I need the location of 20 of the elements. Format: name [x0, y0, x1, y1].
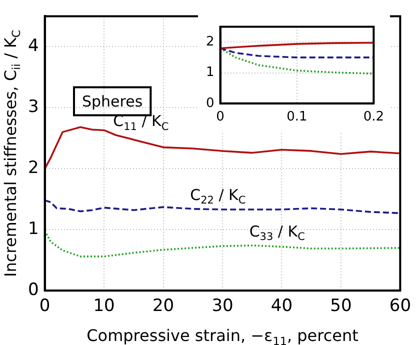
y-tick-label: 1 [28, 219, 39, 240]
y-tick-label: 0 [206, 96, 214, 111]
line-series [220, 47, 374, 75]
x-tick-label: 10 [93, 296, 115, 316]
annotation: Spheres [82, 92, 143, 110]
x-tick-label: 20 [152, 296, 174, 316]
y-tick-label: 4 [28, 36, 39, 56]
x-tick-label: 0 [216, 110, 224, 125]
y-tick-label: 2 [206, 34, 214, 50]
x-tick-label: 40 [270, 296, 293, 316]
y-tick-label: 3 [28, 97, 39, 118]
x-tick-label: 50 [330, 296, 352, 316]
x-tick-label: 30 [212, 296, 234, 316]
y-tick-label: 2 [28, 158, 39, 178]
y-tick-label: 0 [28, 280, 39, 300]
x-tick-label: 60 [389, 296, 412, 316]
y-axis-title: Incremental stiffnesses, Cii / KC [1, 30, 23, 278]
x-tick-label: 0.1 [286, 110, 308, 125]
x-tick-label: 0.2 [363, 110, 384, 125]
y-tick-label: 1 [206, 65, 214, 80]
